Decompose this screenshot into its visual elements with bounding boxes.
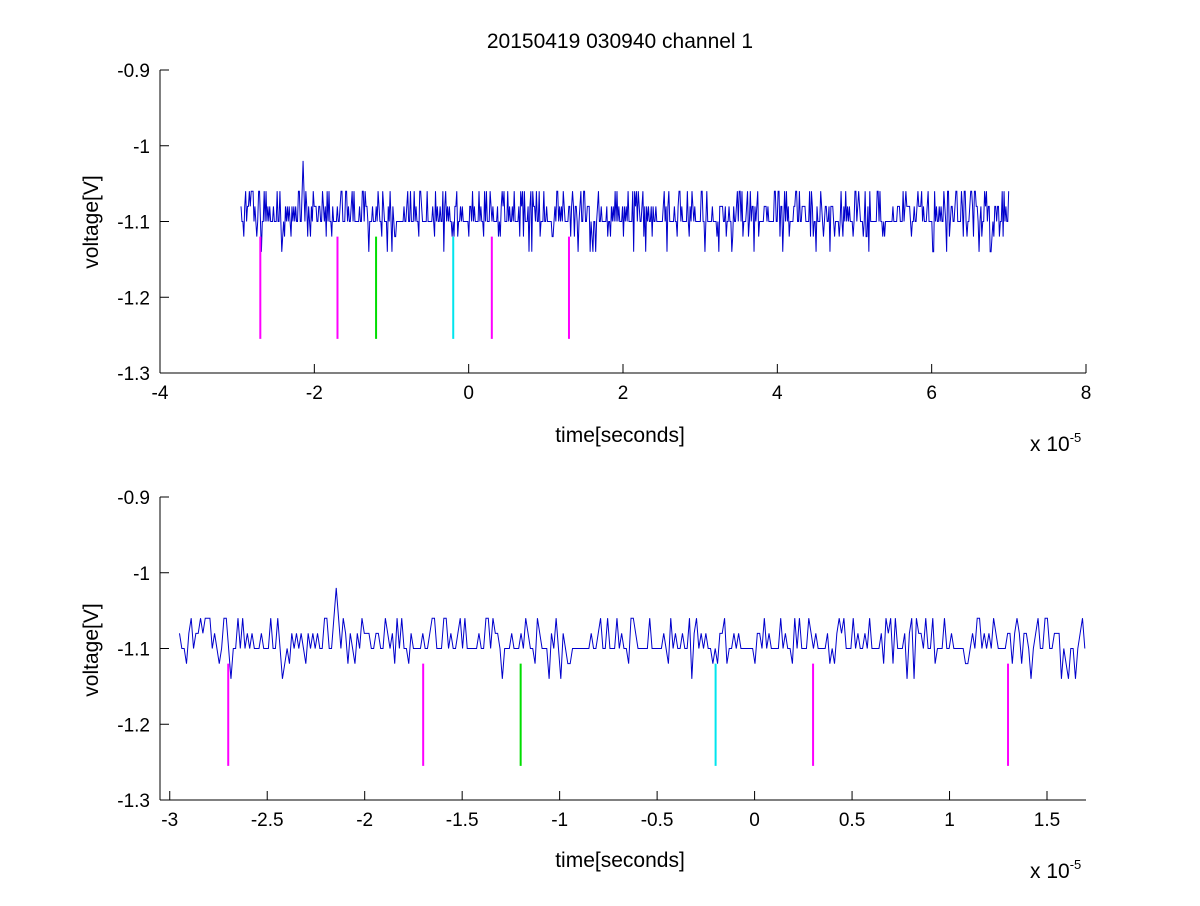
top-x-tick-label: 2	[618, 383, 629, 404]
bottom-y-tick-label: -1	[133, 564, 150, 585]
top-x-tick-label: 0	[463, 383, 474, 404]
top-x-exponent: x 10-5	[1030, 430, 1081, 456]
top-y-tick-label: -1.2	[117, 288, 150, 309]
bottom-x-tick-label: 1	[944, 810, 955, 831]
bottom-x-tick-label: -2.5	[251, 810, 284, 831]
top-y-axis-label: voltage[V]	[80, 175, 103, 268]
top-x-tick-label: 4	[772, 383, 783, 404]
top-x-exponent-power: -5	[1070, 430, 1082, 445]
top-x-axis-label: time[seconds]	[555, 424, 685, 447]
top-signal-trace	[240, 160, 1010, 253]
bottom-y-tick-label: -1.1	[117, 640, 150, 661]
bottom-y-tick-label: -1.2	[117, 715, 150, 736]
top-x-tick-label: 8	[1081, 383, 1092, 404]
bottom-x-tick-label: 0.5	[839, 810, 865, 831]
bottom-x-tick-label: 0	[749, 810, 760, 831]
bottom-x-exponent-power: -5	[1070, 857, 1082, 872]
bottom-x-axis-label: time[seconds]	[555, 849, 685, 872]
top-y-tick-label: -0.9	[117, 61, 150, 82]
bottom-x-tick-label: -3	[161, 810, 178, 831]
top-x-tick-label: -2	[306, 383, 323, 404]
top-y-tick-label: -1.3	[117, 364, 150, 385]
top-signal-layer	[240, 160, 1010, 253]
top-y-tick-label: -1	[133, 137, 150, 158]
bottom-x-tick-label: -0.5	[641, 810, 674, 831]
bottom-x-exponent: x 10-5	[1030, 857, 1081, 883]
top-y-tick-label: -1.1	[117, 213, 150, 234]
bottom-signal-layer	[178, 587, 1086, 679]
top-marker-layer	[259, 236, 570, 339]
bottom-x-tick-label: -1.5	[446, 810, 479, 831]
chart-title: 20150419 030940 channel 1	[487, 30, 753, 53]
bottom-x-exponent-base: x 10	[1030, 860, 1070, 883]
bottom-y-tick-label: -1.3	[117, 791, 150, 812]
bottom-x-tick-label: -1	[551, 810, 568, 831]
bottom-axes: -3 -2.5 -2 -1.5 -1 -0.5 0 0.5 1 1.5 -1.3 -1.2 -1.1 -1…	[117, 488, 1086, 831]
bottom-y-axis-label: voltage[V]	[80, 603, 103, 696]
bottom-marker-layer	[227, 663, 1010, 766]
top-x-tick-label: -4	[152, 383, 169, 404]
top-axes: -4 -2 0 2 4 6 8 -1.3 -1.2 -1.1 -1 -0.9	[117, 61, 1091, 404]
bottom-subplot: -3 -2.5 -2 -1.5 -1 -0.5 0 0.5 1 1.5 -1.3 -1.2 -1.1 -1…	[80, 488, 1086, 883]
bottom-x-tick-label: 1.5	[1034, 810, 1060, 831]
top-subplot: -4 -2 0 2 4 6 8 -1.3 -1.2 -1.1 -1 -0.9 time[seconds…	[80, 61, 1091, 456]
top-x-tick-label: 6	[926, 383, 937, 404]
top-x-exponent-base: x 10	[1030, 433, 1070, 456]
bottom-y-tick-label: -0.9	[117, 488, 150, 509]
bottom-x-tick-label: -2	[356, 810, 373, 831]
bottom-signal-trace	[178, 587, 1086, 679]
